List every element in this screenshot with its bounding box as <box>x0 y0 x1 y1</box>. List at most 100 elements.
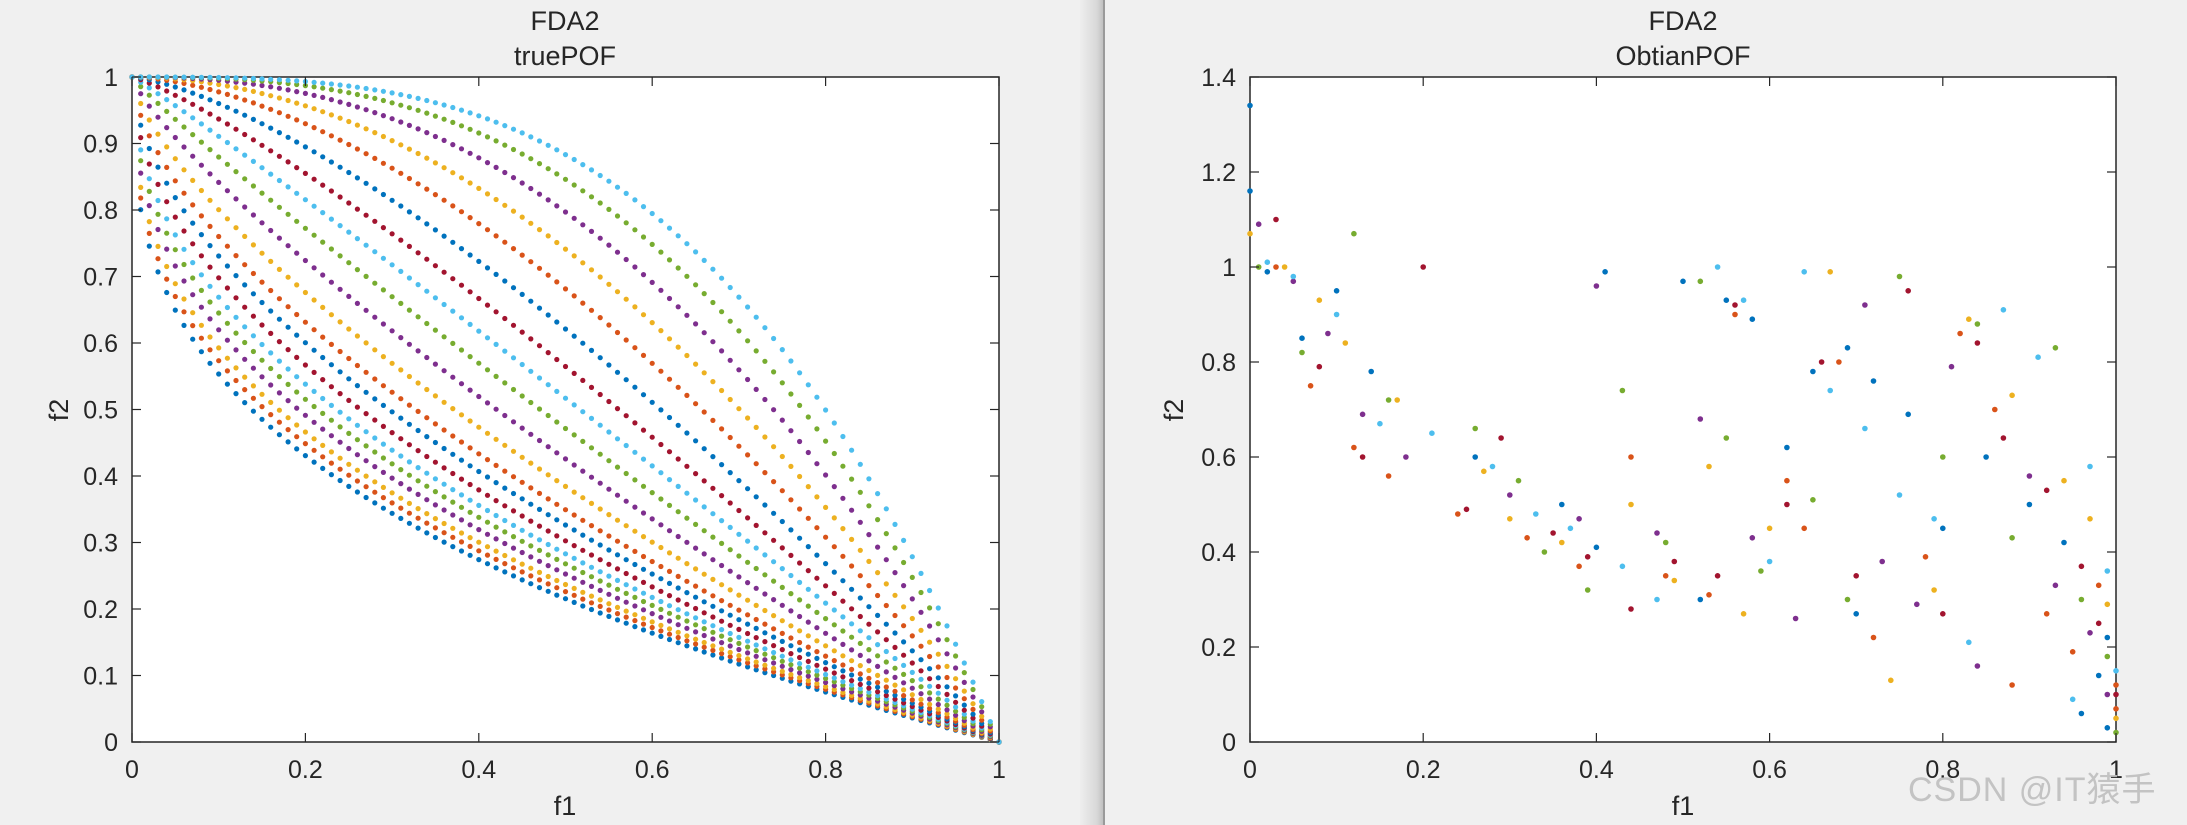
true-pof-point <box>623 413 629 419</box>
true-pof-point <box>181 296 187 302</box>
true-pof-point <box>545 166 551 172</box>
true-pof-point <box>536 523 543 529</box>
true-pof-point <box>953 653 959 659</box>
true-pof-point <box>224 104 230 110</box>
true-pof-point <box>337 455 343 461</box>
true-pof-point <box>745 376 751 383</box>
true-pof-point <box>302 170 308 176</box>
true-pof-point <box>398 92 404 98</box>
true-pof-point <box>294 139 300 145</box>
true-pof-point <box>311 327 317 333</box>
true-pof-point <box>216 253 222 259</box>
true-pof-point <box>814 461 820 467</box>
true-pof-point <box>346 141 352 148</box>
true-pof-point <box>805 633 811 639</box>
true-pof-point <box>155 269 161 275</box>
true-pof-point <box>935 651 941 657</box>
true-pof-point <box>805 619 811 625</box>
true-pof-point <box>640 590 647 596</box>
true-pof-point <box>190 115 196 121</box>
window-divider[interactable] <box>1080 0 1104 825</box>
true-pof-point <box>771 672 777 679</box>
true-pof-point <box>762 670 768 676</box>
true-pof-point <box>311 459 317 465</box>
true-pof-point <box>536 466 543 472</box>
true-pof-point <box>979 709 985 715</box>
true-pof-point <box>311 436 317 442</box>
true-pof-point <box>640 456 647 462</box>
obtained-pof-point <box>1273 264 1279 270</box>
true-pof-point <box>510 545 517 551</box>
true-pof-point <box>294 422 300 428</box>
true-pof-point <box>814 681 820 687</box>
true-pof-point <box>745 612 751 618</box>
true-pof-point <box>138 170 144 176</box>
true-pof-point <box>406 500 412 506</box>
true-pof-point <box>918 657 924 663</box>
obtained-pof-point <box>1463 506 1470 513</box>
obtained-pof-point <box>2087 463 2093 470</box>
obtained-pof-point <box>2104 653 2111 660</box>
true-pof-point <box>883 557 889 563</box>
obtained-pof-point <box>1541 549 1548 555</box>
true-pof-point <box>554 577 560 584</box>
true-pof-point <box>901 537 907 544</box>
true-pof-point <box>406 307 412 313</box>
obtained-pof-point <box>2078 710 2085 717</box>
true-pof-point <box>311 232 317 238</box>
true-pof-point <box>562 589 569 595</box>
true-pof-point <box>302 453 308 459</box>
true-pof-point <box>571 156 577 163</box>
true-pof-point <box>693 471 699 477</box>
true-pof-point <box>719 275 725 281</box>
true-pof-point <box>190 241 196 247</box>
true-pof-point <box>710 636 716 642</box>
true-pof-point <box>632 624 638 630</box>
true-pof-point <box>857 519 863 525</box>
true-pof-point <box>268 106 274 112</box>
true-pof-point <box>745 650 751 656</box>
obtained-pof-point <box>2043 487 2050 494</box>
true-pof-point <box>675 634 681 641</box>
true-pof-point <box>372 155 378 161</box>
true-pof-point <box>484 519 491 525</box>
true-pof-point <box>450 499 456 505</box>
true-pof-point <box>493 119 499 125</box>
true-pof-point <box>745 656 751 662</box>
true-pof-point <box>302 441 308 447</box>
true-pof-point <box>294 282 300 288</box>
true-pof-point <box>649 463 655 469</box>
true-pof-point <box>771 626 777 632</box>
true-pof-point <box>259 322 265 328</box>
true-pof-point <box>727 643 733 649</box>
true-pof-point <box>675 344 681 350</box>
true-pof-point <box>927 605 933 611</box>
true-pof-point <box>242 374 248 380</box>
true-pof-point <box>164 230 170 236</box>
true-pof-point <box>814 672 820 678</box>
true-pof-point <box>614 566 621 572</box>
true-pof-point <box>268 424 274 430</box>
true-pof-point <box>363 473 369 479</box>
true-pof-point <box>519 393 525 399</box>
true-pof-point <box>753 461 759 467</box>
true-pof-point <box>562 571 569 577</box>
true-pof-point <box>346 445 352 452</box>
true-pof-point <box>510 419 517 425</box>
true-pof-point <box>398 102 404 108</box>
true-pof-point <box>476 468 482 475</box>
true-pof-point <box>190 177 196 183</box>
true-pof-point <box>528 431 534 437</box>
true-pof-point <box>337 164 343 170</box>
true-pof-point <box>320 465 326 471</box>
true-pof-point <box>918 668 924 674</box>
true-pof-point <box>354 175 360 181</box>
true-pof-point <box>892 644 898 651</box>
true-pof-point <box>554 279 560 285</box>
true-pof-point <box>840 526 846 532</box>
true-pof-point <box>138 184 144 190</box>
true-pof-point <box>372 110 378 116</box>
true-pof-point <box>389 90 395 96</box>
true-pof-point <box>450 374 456 380</box>
